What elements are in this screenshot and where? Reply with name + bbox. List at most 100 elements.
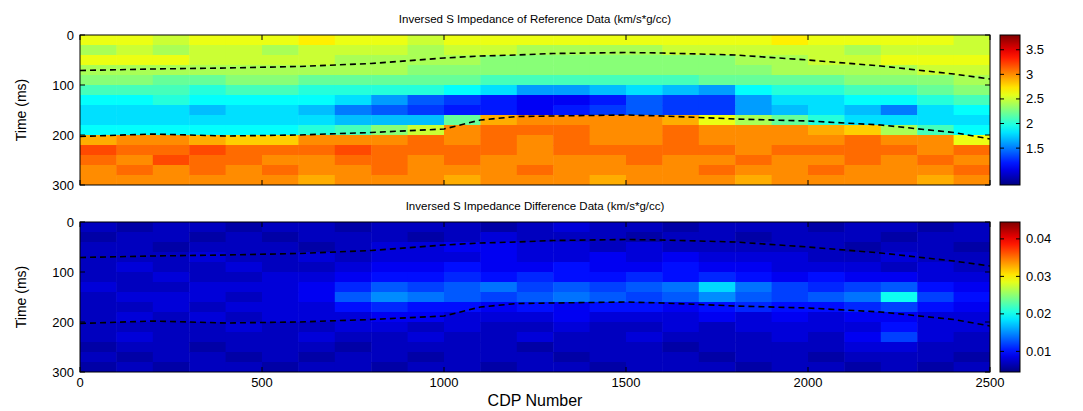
cell	[262, 35, 299, 46]
cell	[881, 292, 918, 303]
cell	[553, 362, 590, 372]
cell	[954, 302, 990, 313]
cell	[626, 75, 663, 86]
cell	[772, 175, 809, 185]
cell	[662, 95, 699, 106]
cell	[371, 292, 408, 303]
cell	[917, 302, 954, 313]
cell	[408, 222, 445, 233]
cell	[553, 252, 590, 263]
cell	[590, 145, 627, 156]
cell	[153, 115, 190, 126]
x-tick	[990, 35, 991, 40]
cell	[80, 222, 117, 233]
cell	[444, 262, 481, 273]
cell	[881, 155, 918, 166]
cell	[954, 282, 990, 293]
cell	[262, 332, 299, 343]
cell	[444, 282, 481, 293]
cell	[80, 262, 117, 273]
cell	[590, 262, 627, 273]
cell	[480, 282, 517, 293]
cell	[772, 125, 809, 136]
cell	[553, 165, 590, 176]
cell	[881, 105, 918, 116]
x-tick	[444, 35, 445, 40]
cell	[335, 165, 372, 176]
cell	[335, 342, 372, 353]
cell	[444, 145, 481, 156]
cell	[116, 135, 153, 146]
cell	[153, 292, 190, 303]
x-tick	[990, 367, 991, 372]
cell	[553, 95, 590, 106]
cell	[80, 242, 117, 253]
cell	[844, 95, 881, 106]
cell	[298, 262, 335, 273]
cell	[844, 45, 881, 56]
cell	[590, 282, 627, 293]
cell	[153, 342, 190, 353]
y-tick-label: 100	[52, 78, 74, 93]
cell	[408, 342, 445, 353]
cell	[699, 125, 736, 136]
cell	[881, 272, 918, 283]
y-axis-title: Time (ms)	[13, 266, 29, 328]
cell	[371, 155, 408, 166]
colorbar-tick	[1000, 238, 1004, 239]
cell	[226, 342, 263, 353]
cell	[298, 35, 335, 46]
cell	[844, 75, 881, 86]
cell	[844, 312, 881, 323]
cell	[772, 165, 809, 176]
colorbar-tick	[1000, 98, 1004, 99]
cell	[954, 175, 990, 185]
cell	[844, 35, 881, 46]
cell	[881, 242, 918, 253]
cell	[226, 332, 263, 343]
cell	[844, 232, 881, 243]
cell	[844, 175, 881, 185]
cell	[954, 45, 990, 56]
cell	[772, 95, 809, 106]
cell	[735, 312, 772, 323]
cell	[116, 362, 153, 372]
colorbar-tick	[1016, 123, 1020, 124]
cell	[881, 75, 918, 86]
y-tick	[985, 35, 990, 36]
cell	[116, 282, 153, 293]
cell	[335, 75, 372, 86]
cell	[335, 155, 372, 166]
y-tick-label: 0	[67, 215, 74, 230]
cell	[881, 115, 918, 126]
cell	[298, 342, 335, 353]
cell	[553, 272, 590, 283]
cell	[153, 272, 190, 283]
cell	[262, 175, 299, 185]
cell	[371, 242, 408, 253]
cell	[517, 312, 554, 323]
cell	[480, 312, 517, 323]
cell	[408, 362, 445, 372]
cell	[626, 302, 663, 313]
colorbar-tick	[1016, 238, 1020, 239]
cell	[808, 85, 845, 96]
y-tick	[80, 322, 85, 323]
cell	[371, 105, 408, 116]
cell	[298, 55, 335, 66]
cell	[408, 45, 445, 56]
heatmap-cells	[80, 35, 990, 185]
cell	[371, 252, 408, 263]
cell	[80, 232, 117, 243]
cell	[772, 105, 809, 116]
cell	[553, 282, 590, 293]
cell	[480, 352, 517, 363]
cell	[844, 322, 881, 333]
cell	[590, 75, 627, 86]
cell	[371, 222, 408, 233]
cell	[662, 155, 699, 166]
y-tick	[80, 135, 85, 136]
cell	[226, 105, 263, 116]
cell	[844, 342, 881, 353]
cell	[517, 272, 554, 283]
